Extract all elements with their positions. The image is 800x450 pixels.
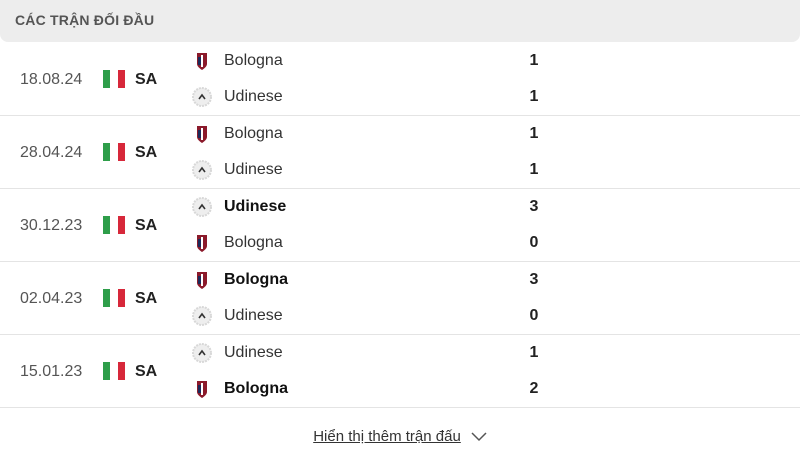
italy-flag-icon (103, 289, 125, 307)
team-score: 2 (529, 380, 539, 397)
team-name: Bologna (224, 125, 283, 142)
team-line: Udinese 1 (192, 152, 552, 188)
team-line: Bologna 2 (192, 371, 552, 407)
team-line: Udinese 1 (192, 79, 552, 115)
league-code: SA (135, 363, 158, 380)
team-name: Bologna (224, 380, 288, 397)
team-name: Udinese (224, 198, 287, 215)
bologna-crest-icon (192, 270, 212, 290)
match-row[interactable]: 28.04.24 SA Bologna 1 Udinese 1 (0, 116, 800, 189)
bologna-crest-icon (192, 124, 212, 144)
section-header: CÁC TRẬN ĐỐI ĐẦU (0, 0, 800, 42)
team-name: Udinese (224, 307, 283, 324)
italy-flag-icon (103, 216, 125, 234)
team-score: 1 (529, 161, 539, 178)
team-score: 3 (529, 198, 539, 215)
team-name: Bologna (224, 52, 283, 69)
match-date: 02.04.23 (20, 290, 83, 307)
udinese-crest-icon (192, 343, 212, 363)
show-more-link[interactable]: Hiển thị thêm trận đấu (313, 428, 461, 445)
league-code: SA (135, 217, 158, 234)
league-code: SA (135, 71, 158, 88)
match-date: 15.01.23 (20, 363, 83, 380)
udinese-crest-icon (192, 197, 212, 217)
team-name: Bologna (224, 234, 283, 251)
team-score: 1 (529, 52, 539, 69)
league-code: SA (135, 290, 158, 307)
match-row[interactable]: 30.12.23 SA Udinese 3 Bologna 0 (0, 189, 800, 262)
team-line: Bologna 3 (192, 262, 552, 298)
show-more: Hiển thị thêm trận đấu (0, 428, 800, 445)
match-row[interactable]: 15.01.23 SA Udinese 1 Bologna 2 (0, 335, 800, 408)
team-score: 1 (529, 125, 539, 142)
udinese-crest-icon (192, 87, 212, 107)
team-name: Udinese (224, 344, 283, 361)
team-line: Udinese 3 (192, 189, 552, 225)
team-line: Udinese 0 (192, 298, 552, 334)
italy-flag-icon (103, 143, 125, 161)
match-row[interactable]: 02.04.23 SA Bologna 3 Udinese 0 (0, 262, 800, 335)
team-score: 3 (529, 271, 539, 288)
match-row[interactable]: 18.08.24 SA Bologna 1 Udinese 1 (0, 43, 800, 116)
section-title: CÁC TRẬN ĐỐI ĐẦU (15, 12, 155, 28)
team-line: Bologna 1 (192, 116, 552, 152)
italy-flag-icon (103, 362, 125, 380)
team-line: Udinese 1 (192, 335, 552, 371)
bologna-crest-icon (192, 379, 212, 399)
bologna-crest-icon (192, 51, 212, 71)
udinese-crest-icon (192, 160, 212, 180)
match-date: 30.12.23 (20, 217, 83, 234)
match-date: 18.08.24 (20, 71, 83, 88)
team-name: Bologna (224, 271, 288, 288)
team-name: Udinese (224, 88, 283, 105)
udinese-crest-icon (192, 306, 212, 326)
bologna-crest-icon (192, 233, 212, 253)
team-score: 0 (529, 307, 539, 324)
team-score: 1 (529, 88, 539, 105)
italy-flag-icon (103, 70, 125, 88)
team-line: Bologna 1 (192, 43, 552, 79)
league-code: SA (135, 144, 158, 161)
team-score: 1 (529, 344, 539, 361)
team-line: Bologna 0 (192, 225, 552, 261)
team-name: Udinese (224, 161, 283, 178)
team-score: 0 (529, 234, 539, 251)
match-date: 28.04.24 (20, 144, 83, 161)
chevron-down-icon[interactable] (471, 432, 487, 442)
